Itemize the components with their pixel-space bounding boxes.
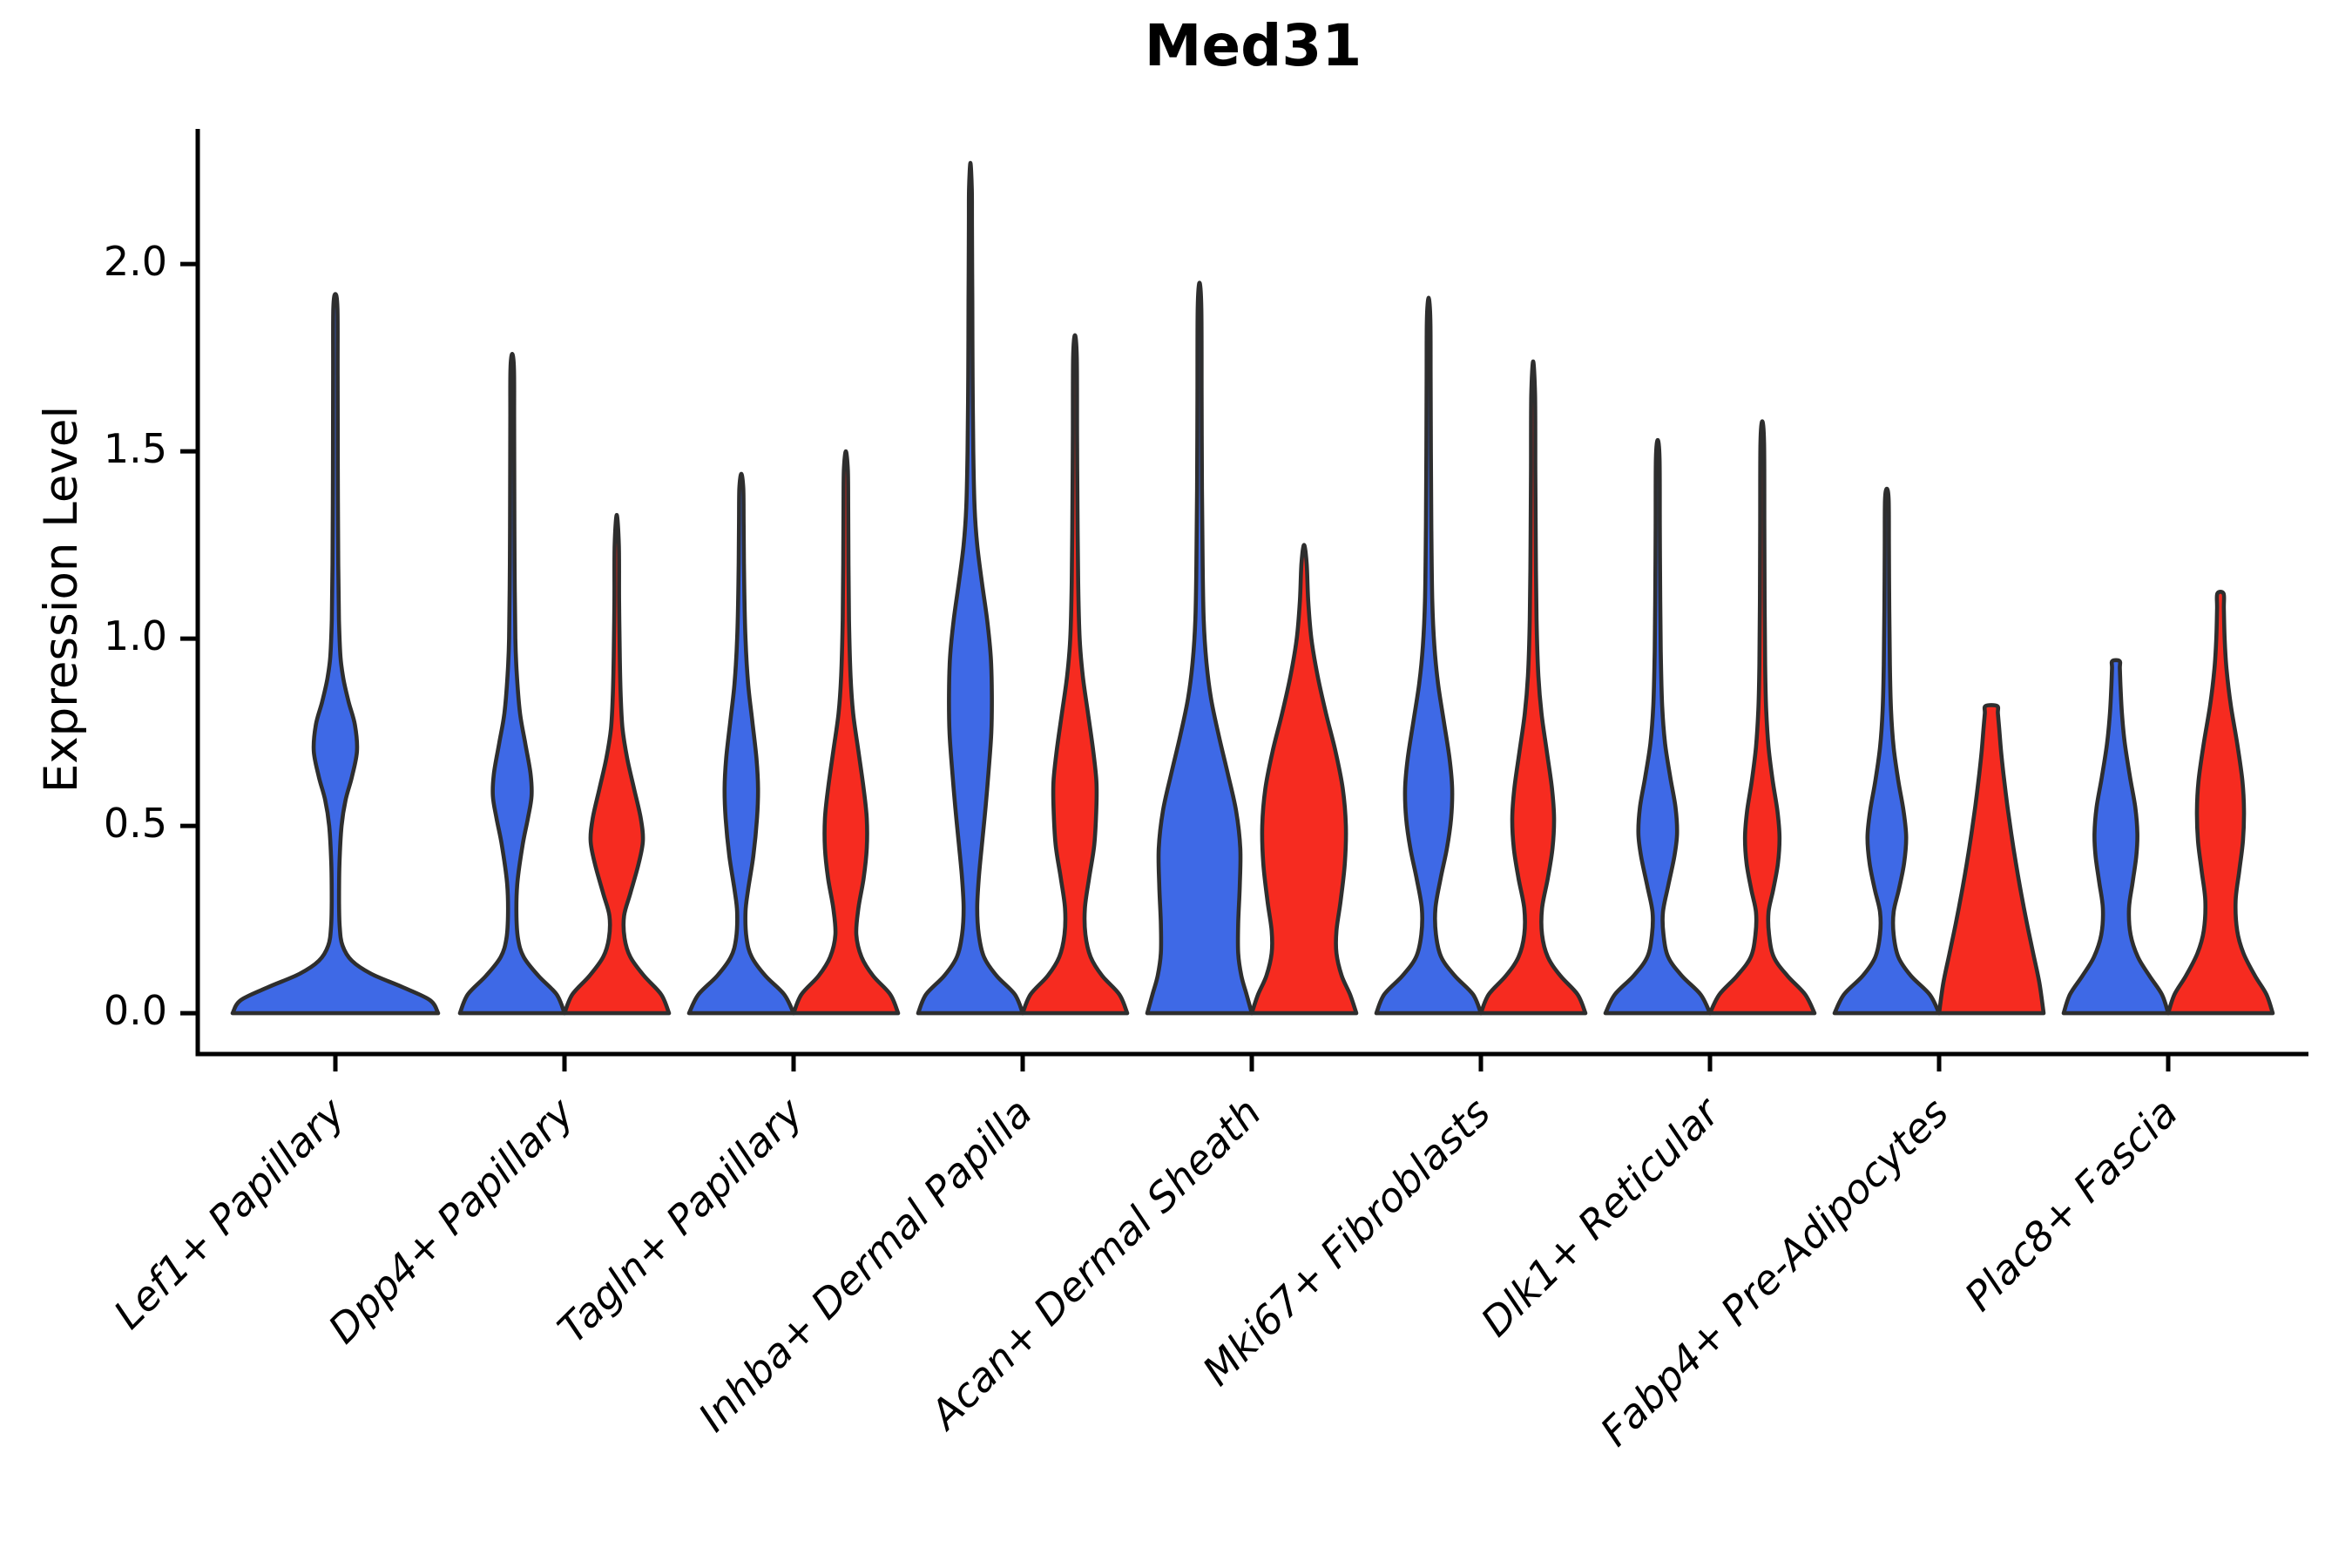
y-tick-label: 0.5 <box>103 800 167 848</box>
violin-fabp4-pre-adipocytes-blue <box>1832 486 1942 1016</box>
chart-title: Med31 <box>1144 12 1362 79</box>
violin-acan-dermal-sheath-blue <box>1145 280 1254 1016</box>
violin-inhba-dermal-papilla-red <box>1020 333 1130 1016</box>
violin-dpp4-papillary-blue <box>457 352 567 1016</box>
violin-plac8-fascia-blue <box>2061 658 2171 1016</box>
y-tick-label: 1.0 <box>103 612 167 660</box>
violin-mki67-fibroblasts-red <box>1478 359 1588 1016</box>
violin-dlk1-reticular-blue <box>1603 437 1713 1016</box>
violin-lef1-papillary-blue <box>230 292 441 1016</box>
y-tick-label: 0.0 <box>103 987 167 1035</box>
violin-dpp4-papillary-red <box>562 512 672 1016</box>
violin-acan-dermal-sheath-red <box>1249 543 1359 1016</box>
violin-fabp4-pre-adipocytes-red <box>1936 703 2046 1016</box>
violin-dlk1-reticular-red <box>1707 419 1817 1016</box>
y-tick-label: 2.0 <box>103 238 167 286</box>
violin-inhba-dermal-papilla-blue <box>916 160 1025 1016</box>
y-tick-label: 1.5 <box>103 425 167 473</box>
violin-mki67-fibroblasts-blue <box>1374 295 1484 1016</box>
violin-tagln-papillary-red <box>791 449 901 1016</box>
violin-tagln-papillary-blue <box>686 471 796 1016</box>
violin-plac8-fascia-red <box>2166 590 2275 1016</box>
